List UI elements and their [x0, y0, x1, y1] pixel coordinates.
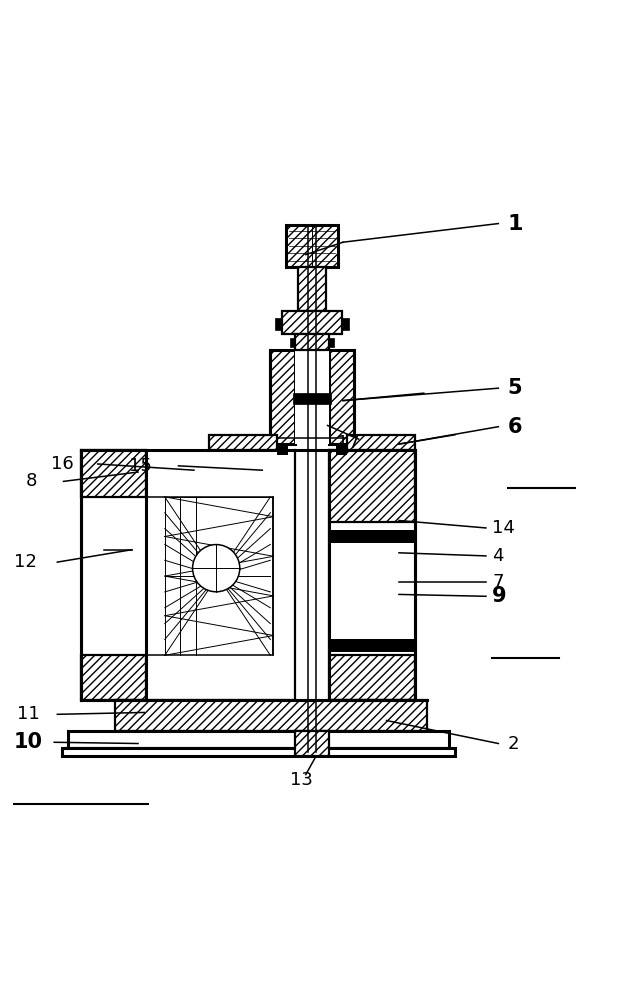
Bar	[295, 450, 329, 700]
Bar	[62, 748, 455, 756]
Bar	[298, 267, 326, 311]
Text: 16: 16	[51, 455, 74, 473]
Circle shape	[193, 545, 240, 592]
Bar	[275, 318, 283, 330]
Bar	[210, 435, 276, 450]
Text: 11: 11	[17, 705, 40, 723]
Bar	[276, 443, 288, 455]
Text: 9: 9	[492, 586, 507, 606]
Bar	[295, 350, 329, 444]
Bar	[341, 318, 349, 330]
Bar	[329, 655, 414, 700]
Bar	[293, 393, 331, 404]
Text: 5: 5	[508, 378, 522, 398]
Bar	[270, 350, 295, 444]
Bar	[69, 731, 449, 748]
Text: 6: 6	[508, 417, 522, 437]
Bar	[329, 639, 414, 652]
Bar	[329, 450, 414, 700]
Bar	[295, 334, 329, 350]
Text: 1: 1	[508, 214, 523, 234]
Text: 2: 2	[508, 735, 519, 753]
Bar	[290, 338, 295, 347]
Text: 12: 12	[14, 553, 37, 571]
Bar	[329, 450, 414, 522]
Text: 13: 13	[290, 771, 313, 789]
Text: 8: 8	[26, 472, 37, 490]
Text: 17: 17	[337, 434, 359, 452]
Bar	[81, 450, 146, 497]
Bar	[329, 350, 354, 444]
Bar	[146, 497, 273, 655]
Bar	[329, 530, 414, 543]
Bar	[348, 435, 414, 450]
Bar	[81, 450, 146, 700]
Text: 10: 10	[14, 732, 43, 752]
Bar	[115, 700, 427, 731]
Bar	[270, 438, 414, 450]
Bar	[329, 338, 334, 347]
Text: 4: 4	[492, 547, 504, 565]
Bar	[81, 655, 146, 700]
Text: 14: 14	[492, 519, 515, 537]
Bar	[283, 311, 341, 334]
Text: 15: 15	[129, 457, 152, 475]
Bar	[295, 731, 329, 756]
Bar	[286, 225, 338, 267]
Bar	[336, 443, 348, 455]
Text: 7: 7	[492, 573, 504, 591]
